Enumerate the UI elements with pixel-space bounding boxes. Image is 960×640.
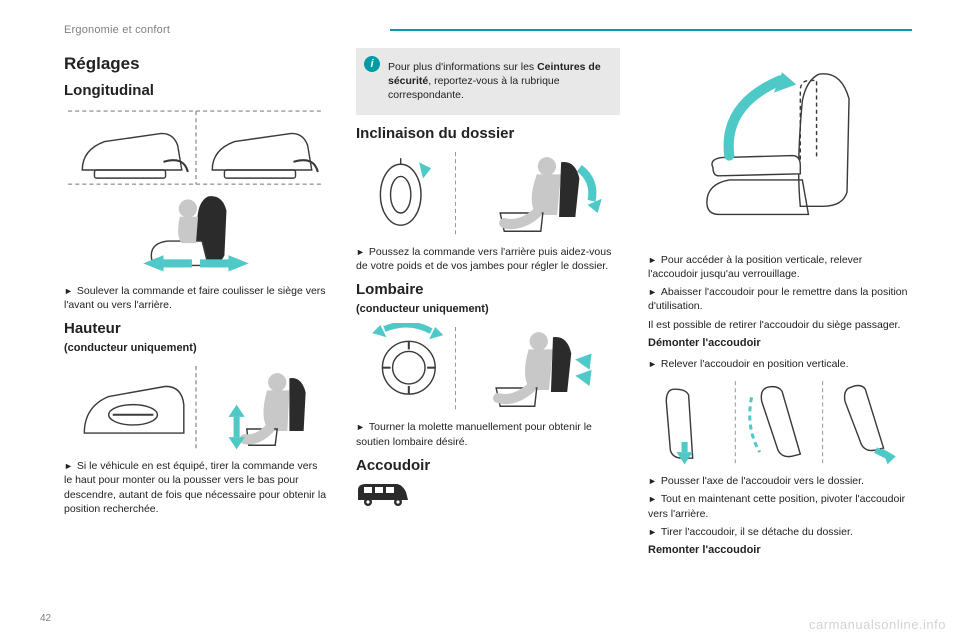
heading-accoudoir: Accoudoir <box>356 457 620 474</box>
illustration-inclinaison <box>356 148 620 239</box>
page-number: 42 <box>40 613 51 624</box>
column-middle: i Pour plus d'informations sur les Ceint… <box>356 48 620 564</box>
illustration-accoudoir-remove <box>648 377 912 468</box>
illustration-lombaire <box>356 323 620 414</box>
illustration-longitudinal <box>64 105 328 278</box>
section-title: Ergonomie et confort <box>64 24 170 36</box>
heading-inclinaison: Inclinaison du dossier <box>356 125 620 142</box>
column-right: Pour accéder à la position verticale, re… <box>648 48 912 564</box>
heading-lombaire: Lombaire <box>356 281 620 298</box>
subheading-demonter: Démonter l'accoudoir <box>648 336 912 351</box>
heading-longitudinal: Longitudinal <box>64 82 328 99</box>
heading-hauteur: Hauteur <box>64 320 328 337</box>
text-inclinaison-instruction: Poussez la commande vers l'arrière puis … <box>356 245 620 273</box>
text-longitudinal-instruction: Soulever la commande et faire coulisser … <box>64 284 328 312</box>
text-accoudoir-2: Abaisser l'accoudoir pour le remettre da… <box>648 285 912 313</box>
text-accoudoir-7: Tirer l'accoudoir, il se détache du doss… <box>648 525 912 539</box>
illustration-hauteur <box>64 362 328 453</box>
info-text: Pour plus d'informations sur les Ceintur… <box>388 60 610 103</box>
text-accoudoir-5: Pousser l'axe de l'accoudoir vers le dos… <box>648 474 912 488</box>
heading-reglages: Réglages <box>64 54 328 74</box>
info-icon: i <box>364 56 380 72</box>
watermark: carmanualsonline.info <box>809 617 946 632</box>
column-left: Réglages Longitudinal <box>64 48 328 564</box>
info-box-seatbelts: i Pour plus d'informations sur les Ceint… <box>356 48 620 115</box>
van-icon <box>356 480 620 513</box>
subheading-remonter: Remonter l'accoudoir <box>648 543 912 558</box>
text-accoudoir-4: Relever l'accoudoir en position vertical… <box>648 357 912 371</box>
subheading-hauteur: (conducteur uniquement) <box>64 341 328 356</box>
header-accent-line <box>390 29 912 31</box>
illustration-accoudoir-rotate <box>648 54 912 247</box>
text-hauteur-instruction: Si le véhicule en est équipé, tirer la c… <box>64 459 328 516</box>
header-bar: Ergonomie et confort <box>64 24 912 36</box>
text-accoudoir-3: Il est possible de retirer l'accoudoir d… <box>648 318 912 332</box>
text-accoudoir-1: Pour accéder à la position verticale, re… <box>648 253 912 281</box>
text-accoudoir-6: Tout en maintenant cette position, pivot… <box>648 492 912 520</box>
subheading-lombaire: (conducteur uniquement) <box>356 302 620 317</box>
text-lombaire-instruction: Tourner la molette manuellement pour obt… <box>356 420 620 448</box>
